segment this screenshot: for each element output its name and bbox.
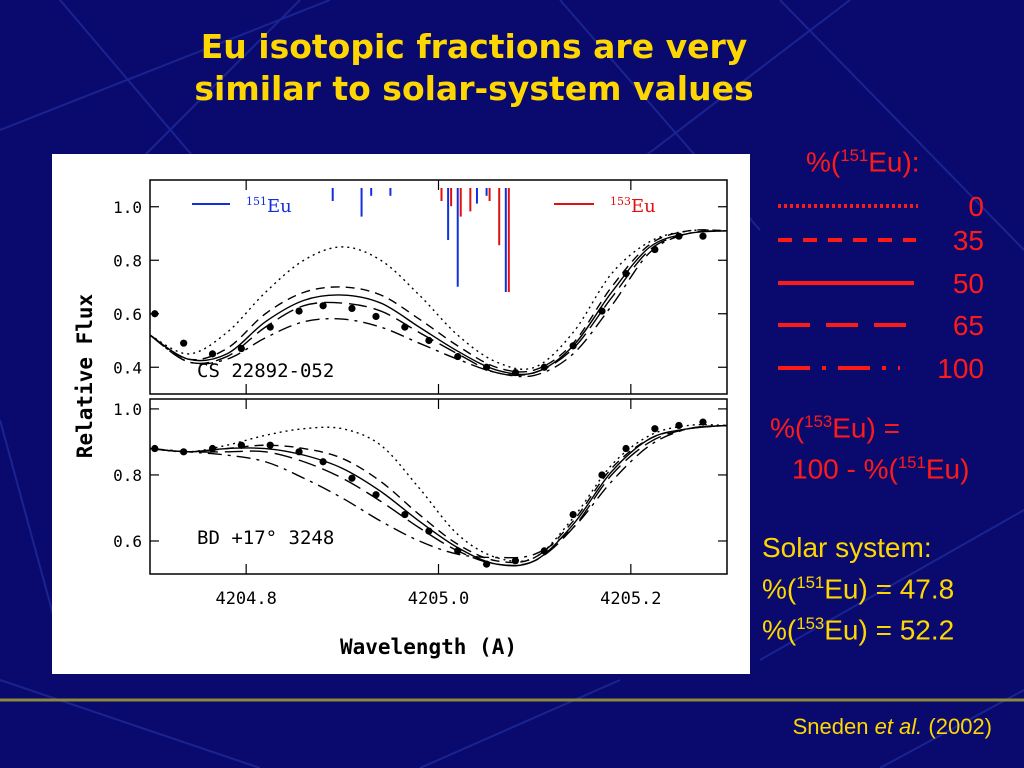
observed-point bbox=[540, 363, 548, 371]
observed-point bbox=[237, 344, 245, 353]
observed-point bbox=[208, 444, 217, 453]
observed-point bbox=[295, 448, 303, 456]
y-tick-label: 0.4 bbox=[113, 358, 142, 377]
observed-point bbox=[372, 491, 380, 499]
observed-point bbox=[237, 441, 245, 449]
model-curve-solid bbox=[150, 424, 727, 567]
title-line-2: similar to solar-system values bbox=[194, 69, 754, 108]
bottom-panel: 0.6 0.8 1.0 BD +17° 3248 bbox=[113, 398, 728, 575]
x-tick-label: 4204.8 bbox=[215, 589, 276, 609]
legend-label-65: 65 bbox=[952, 310, 984, 341]
y-tick-label: 0.6 bbox=[113, 305, 142, 324]
observed-point bbox=[319, 302, 327, 310]
observed-point bbox=[569, 342, 577, 350]
observed-point bbox=[454, 547, 462, 555]
legend-label-100: 100 bbox=[937, 353, 984, 384]
observed-point bbox=[319, 458, 327, 466]
observed-point bbox=[425, 336, 433, 345]
model-curve-short-dashed bbox=[150, 424, 727, 564]
star-label: CS 22892-052 bbox=[197, 360, 334, 382]
legend-entry-35: 35 bbox=[776, 222, 990, 262]
observed-point bbox=[569, 510, 577, 519]
solar-eu151: %(151Eu) = 47.8 bbox=[762, 573, 955, 605]
observed-point bbox=[208, 350, 217, 358]
legend-entry-0: 0 bbox=[776, 188, 990, 228]
model-curve-dotted bbox=[150, 229, 727, 370]
observed-point bbox=[511, 557, 520, 565]
observed-point bbox=[651, 245, 659, 254]
y-tick-label: 0.8 bbox=[113, 251, 142, 270]
y-tick-label: 0.8 bbox=[113, 466, 142, 485]
slide-title: Eu isotopic fractions are very similar t… bbox=[100, 26, 848, 110]
legend-header: %(151Eu): bbox=[806, 146, 920, 178]
observed-point bbox=[266, 441, 274, 449]
observed-point bbox=[622, 444, 630, 453]
observed-point bbox=[454, 352, 462, 361]
observed-point bbox=[295, 307, 303, 315]
observed-point bbox=[401, 323, 409, 331]
legend-entry-50: 50 bbox=[776, 265, 990, 305]
legend-entry-65: 65 bbox=[776, 307, 990, 347]
x-tick-label: 4205.2 bbox=[600, 589, 661, 609]
observed-point bbox=[511, 369, 520, 377]
observed-point bbox=[151, 310, 159, 318]
observed-point bbox=[151, 444, 159, 453]
model-curve-long-dashed bbox=[150, 230, 727, 376]
observed-point bbox=[180, 448, 188, 456]
model-curve-short-dashed bbox=[150, 229, 727, 373]
citation: Sneden et al. (2002) bbox=[792, 714, 992, 739]
observed-point bbox=[622, 270, 630, 278]
observed-point bbox=[675, 232, 683, 240]
observed-point bbox=[598, 471, 606, 479]
model-curve-dash-dot bbox=[150, 230, 727, 378]
eu151-key-label: 151Eu bbox=[246, 195, 292, 217]
legend-dotted-line bbox=[778, 204, 918, 208]
y-tick-label: 1.0 bbox=[113, 198, 142, 217]
observed-point bbox=[651, 425, 659, 433]
y-tick-label: 0.6 bbox=[113, 532, 142, 551]
observed-point bbox=[266, 323, 274, 331]
eu153-note-line-2: 100 - %(151Eu) bbox=[792, 453, 970, 485]
observed-point bbox=[699, 418, 707, 426]
y-tick-label: 1.0 bbox=[113, 400, 142, 419]
observed-point bbox=[180, 339, 188, 347]
eu153-key-label: 153Eu bbox=[610, 195, 656, 217]
x-tick-label: 4205.0 bbox=[408, 589, 469, 609]
spectrum-figure: 0.4 0.6 0.8 1.0 CS 22892-052 0.6 0.8 1.0 BD +17… bbox=[52, 154, 750, 674]
observed-point bbox=[348, 474, 356, 482]
observed-point bbox=[372, 312, 380, 321]
star-label: BD +17° 3248 bbox=[197, 527, 334, 549]
model-curve-long-dashed bbox=[150, 424, 727, 567]
observed-point bbox=[401, 510, 409, 519]
eu153-note-line-1: %(153Eu) = bbox=[770, 412, 900, 444]
legend-long-dashed-line bbox=[778, 323, 908, 327]
legend-label-50: 50 bbox=[952, 268, 984, 299]
observed-point bbox=[348, 304, 356, 312]
legend-entry-100: 100 bbox=[776, 350, 990, 390]
solar-eu153: %(153Eu) = 52.2 bbox=[762, 614, 955, 646]
observed-point bbox=[675, 421, 683, 430]
isotope-line-markers: 151Eu 153Eu bbox=[192, 188, 656, 292]
top-panel: 0.4 0.6 0.8 1.0 CS 22892-052 bbox=[113, 179, 728, 395]
x-axis-label: Wavelength (A) bbox=[340, 635, 517, 659]
title-line-1: Eu isotopic fractions are very bbox=[200, 27, 748, 66]
model-curve-dash-dot bbox=[150, 424, 727, 559]
legend-short-dashed-line bbox=[778, 238, 916, 242]
observed-point bbox=[425, 527, 433, 535]
y-axis-label: Relative Flux bbox=[73, 293, 97, 458]
solar-heading: Solar system: bbox=[762, 532, 932, 563]
observed-point bbox=[482, 560, 491, 568]
axis-labels: 4204.8 4205.0 4205.2 Wavelength (A) Relative… bbox=[73, 293, 662, 659]
observed-point bbox=[540, 547, 548, 555]
legend-dash-dot-line bbox=[778, 366, 900, 370]
observed-point bbox=[699, 232, 707, 240]
legend-label-35: 35 bbox=[952, 225, 984, 256]
model-curve-solid bbox=[150, 230, 727, 376]
legend-solid-line bbox=[778, 281, 914, 285]
observed-point bbox=[482, 363, 491, 371]
solar-system-values: Solar system: %(151Eu) = 47.8 %(153Eu) =… bbox=[762, 530, 954, 648]
observed-point bbox=[598, 307, 606, 315]
legend-label-0: 0 bbox=[968, 191, 984, 222]
